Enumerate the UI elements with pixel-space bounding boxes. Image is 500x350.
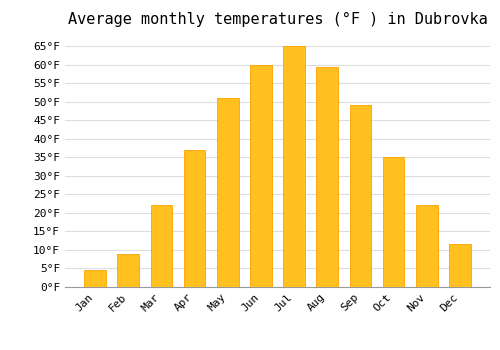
Bar <box>449 244 470 287</box>
Bar <box>217 98 238 287</box>
Bar <box>118 254 139 287</box>
Bar <box>416 205 438 287</box>
Bar <box>184 150 206 287</box>
Bar <box>350 105 371 287</box>
Bar <box>84 270 106 287</box>
Bar <box>250 65 272 287</box>
Bar <box>383 157 404 287</box>
Title: Average monthly temperatures (°F ) in Dubrovka: Average monthly temperatures (°F ) in Du… <box>68 12 488 27</box>
Bar <box>284 46 305 287</box>
Bar <box>150 205 172 287</box>
Bar <box>316 66 338 287</box>
